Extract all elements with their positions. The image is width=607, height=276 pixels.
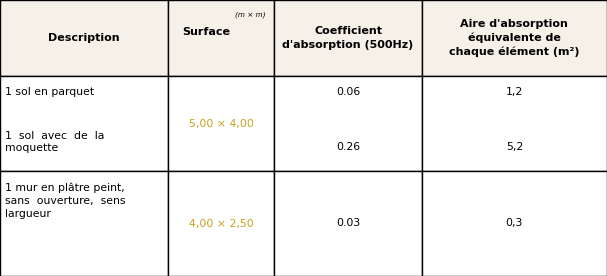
Text: 5,00 × 4,00: 5,00 × 4,00 xyxy=(189,118,253,129)
Bar xyxy=(0,0,168,76)
Text: 0.03: 0.03 xyxy=(336,218,360,228)
Text: Description: Description xyxy=(48,33,120,43)
Text: 0.26: 0.26 xyxy=(336,142,360,152)
Text: 1 sol en parquet: 1 sol en parquet xyxy=(5,87,94,97)
Bar xyxy=(168,0,274,76)
Bar xyxy=(274,171,422,276)
Bar xyxy=(422,171,607,276)
Text: 0,3: 0,3 xyxy=(506,218,523,228)
Text: (m × m): (m × m) xyxy=(235,11,265,18)
Bar xyxy=(274,76,422,171)
Bar xyxy=(274,0,422,76)
Text: 5,2: 5,2 xyxy=(506,142,523,152)
Text: Coefficient
d'absorption (500Hz): Coefficient d'absorption (500Hz) xyxy=(282,26,414,50)
Text: 1,2: 1,2 xyxy=(506,87,523,97)
Bar xyxy=(422,0,607,76)
Bar xyxy=(422,76,607,171)
Bar xyxy=(0,171,168,276)
Text: 0.06: 0.06 xyxy=(336,87,360,97)
Text: 1 mur en plâtre peint,
sans  ouverture,  sens
largueur: 1 mur en plâtre peint, sans ouverture, s… xyxy=(5,182,126,219)
Bar xyxy=(168,171,274,276)
Text: Aire d'absorption
équivalente de
chaque élément (m²): Aire d'absorption équivalente de chaque … xyxy=(449,19,580,57)
Text: 1  sol  avec  de  la
moquette: 1 sol avec de la moquette xyxy=(5,131,104,153)
Text: 4,00 × 2,50: 4,00 × 2,50 xyxy=(189,219,253,229)
Bar xyxy=(168,76,274,171)
Text: Surface: Surface xyxy=(181,27,230,38)
Bar xyxy=(0,76,168,171)
